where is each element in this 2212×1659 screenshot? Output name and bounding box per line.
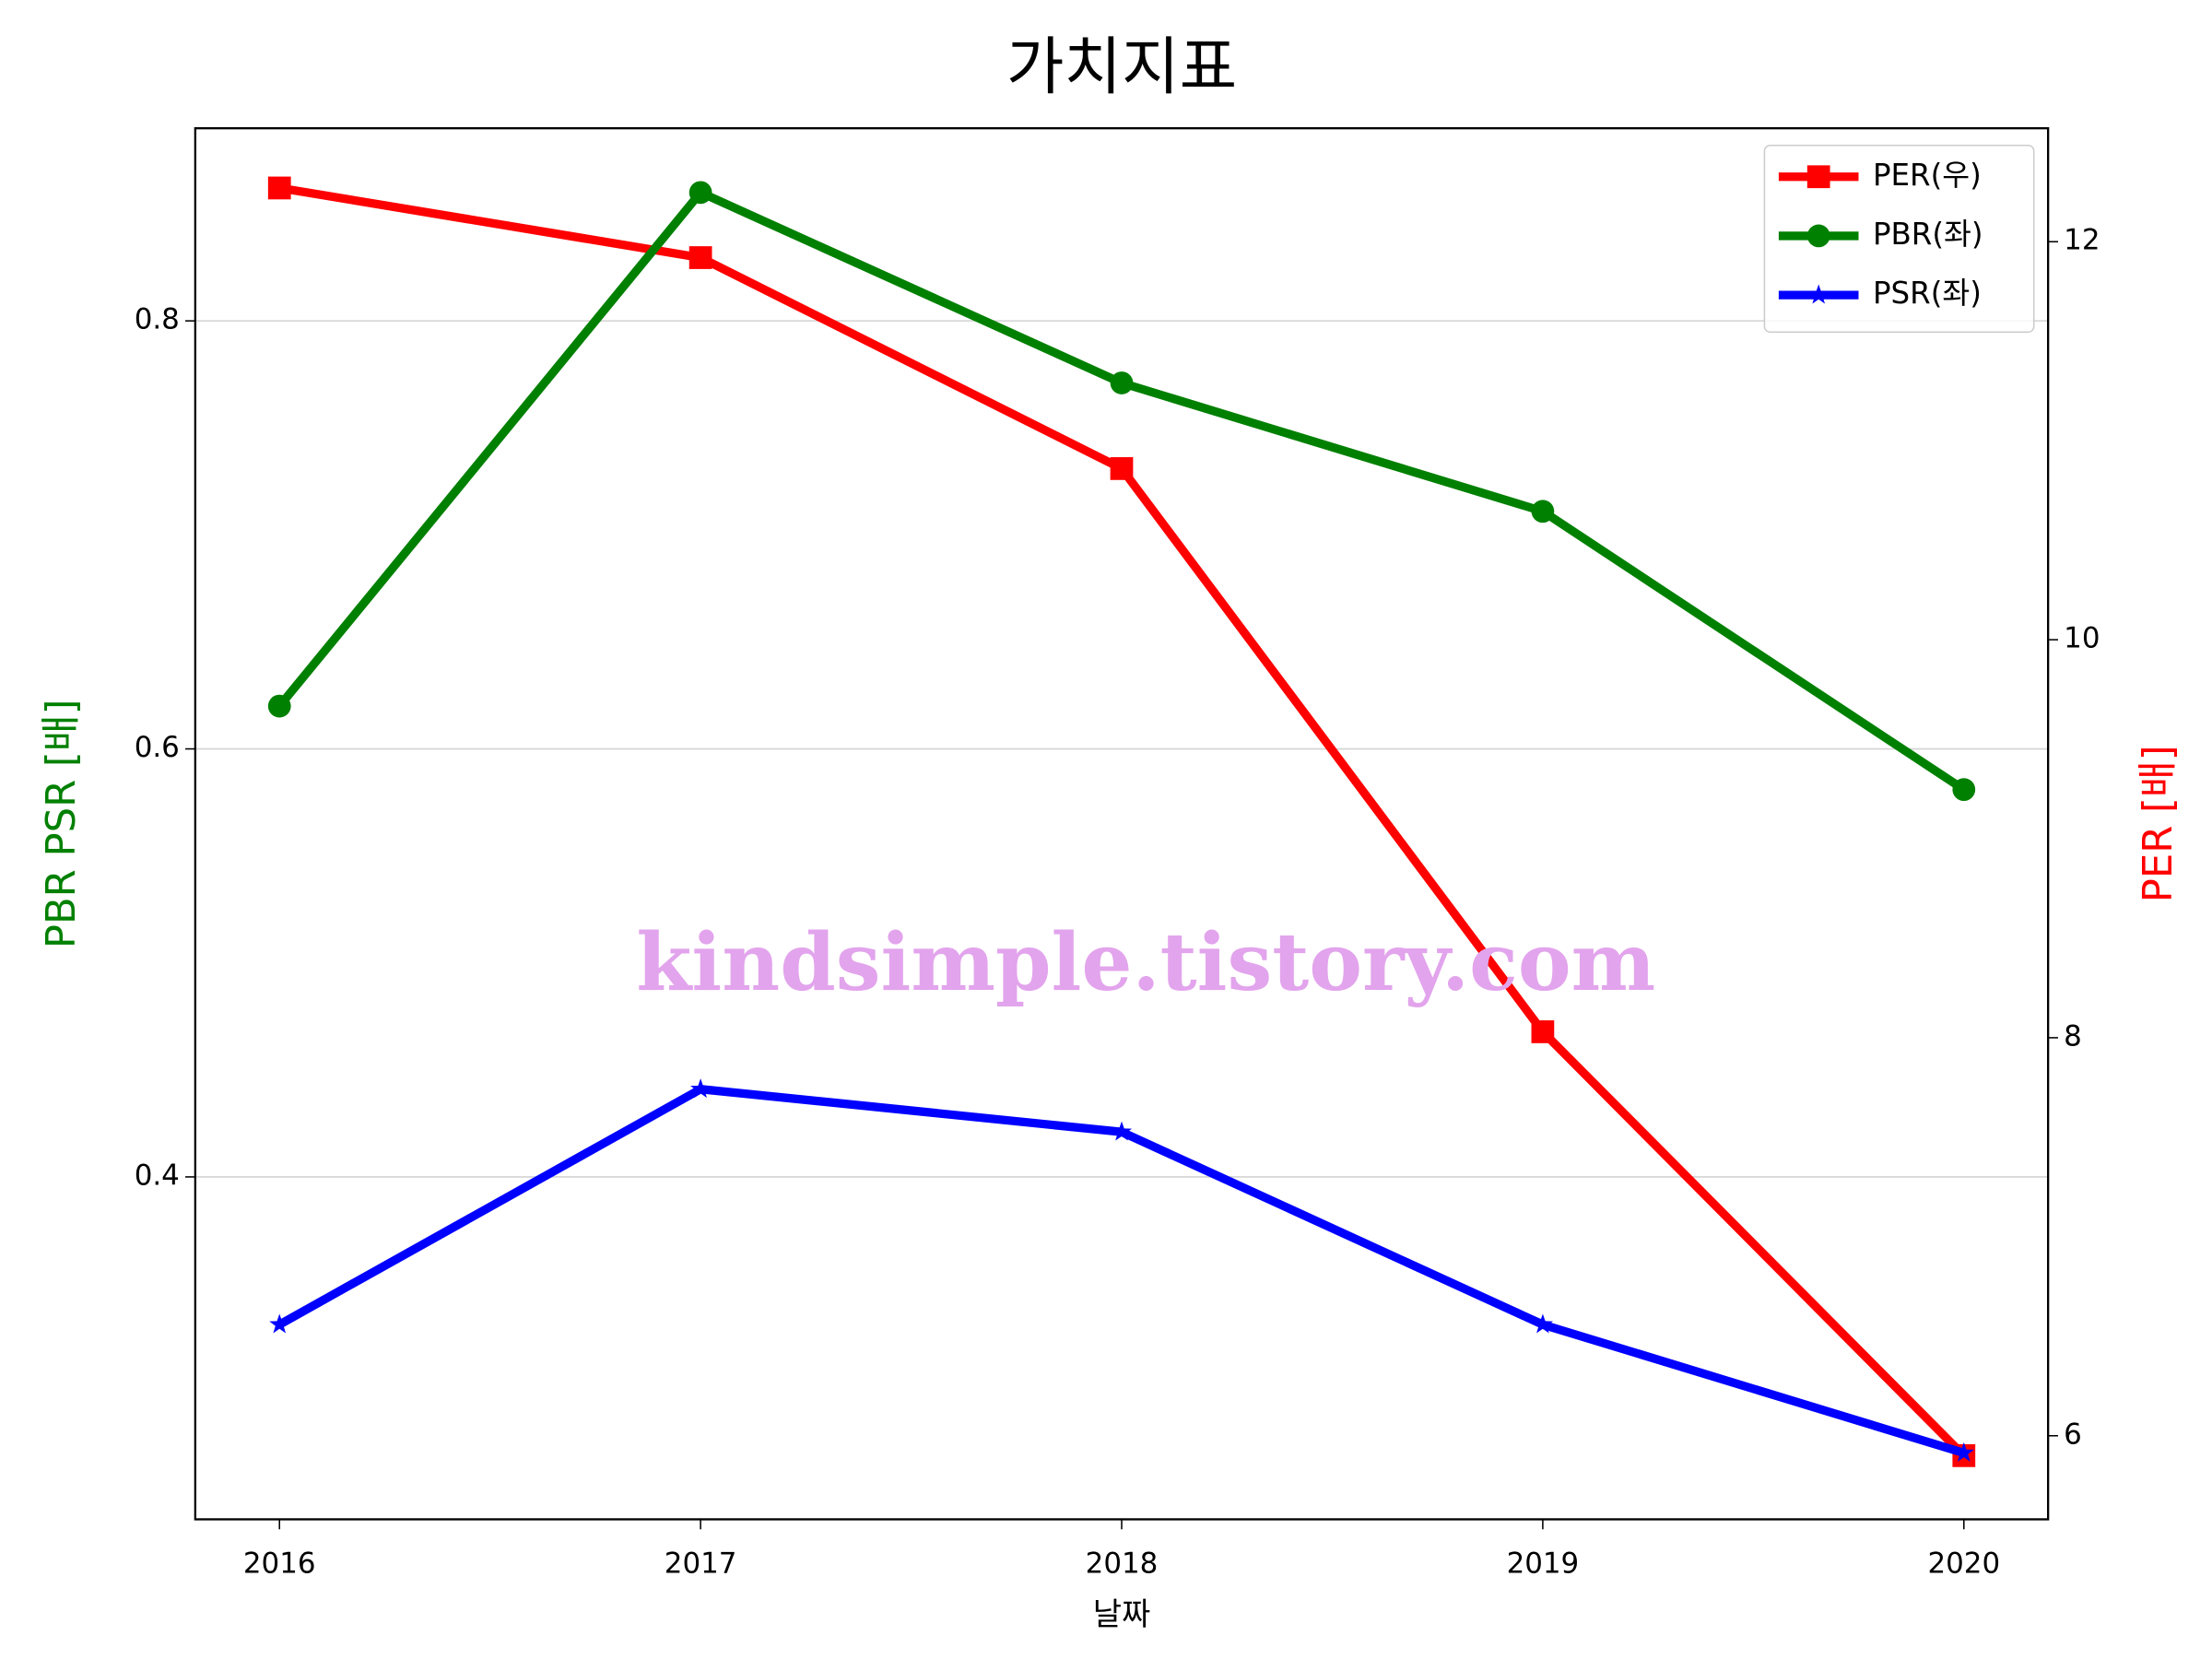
- series: [267, 181, 1976, 802]
- marker: [269, 1313, 290, 1334]
- watermark: kindsimple.tistory.com: [636, 916, 1655, 1009]
- marker: [1531, 1020, 1555, 1043]
- marker: [1110, 457, 1134, 480]
- x-tick-label: 2017: [665, 1547, 737, 1580]
- marker: [688, 246, 712, 269]
- chart-title: 가치지표: [1006, 31, 1237, 104]
- marker: [1952, 778, 1976, 802]
- y-tick-label: 0.8: [135, 303, 180, 336]
- marker: [1532, 1313, 1553, 1334]
- series: [267, 176, 1976, 1467]
- y-axis-label: PBR PSR [배]: [39, 700, 85, 949]
- y2-tick-label: 8: [2064, 1019, 2082, 1053]
- plot-area: [194, 176, 2049, 1467]
- marker: [267, 694, 291, 718]
- y-tick-label: 0.6: [135, 731, 180, 764]
- marker: [267, 176, 291, 200]
- legend-marker: [1808, 284, 1830, 304]
- legend: PER(우) PBR(좌) PSR(좌): [1763, 144, 2035, 334]
- x-tick-label: 2020: [1927, 1547, 2000, 1580]
- x-tick-label: 2016: [243, 1547, 316, 1580]
- series: [269, 1078, 1974, 1462]
- marker: [1953, 1441, 1974, 1462]
- legend-marker: [1806, 224, 1830, 248]
- y2-tick-label: 10: [2064, 622, 2100, 655]
- marker: [688, 181, 712, 205]
- y2-tick-label: 6: [2064, 1418, 2082, 1451]
- y2-axis-label: PER [배]: [2136, 745, 2182, 902]
- x-tick-label: 2019: [1507, 1547, 1580, 1580]
- marker: [1110, 371, 1134, 394]
- y2-tick-label: 12: [2064, 224, 2100, 257]
- x-tick-label: 2018: [1086, 1547, 1159, 1580]
- marker: [690, 1078, 712, 1099]
- legend-box: [1763, 144, 2035, 334]
- marker: [1531, 500, 1555, 524]
- legend-label: PSR(좌): [1873, 276, 1982, 311]
- y-tick-label: 0.4: [135, 1159, 180, 1192]
- legend-marker: [1806, 165, 1830, 189]
- legend-label: PBR(좌): [1873, 217, 1983, 252]
- x-axis-label: 날짜: [1093, 1596, 1151, 1633]
- marker: [1111, 1121, 1133, 1141]
- legend-label: PER(우): [1873, 158, 1982, 193]
